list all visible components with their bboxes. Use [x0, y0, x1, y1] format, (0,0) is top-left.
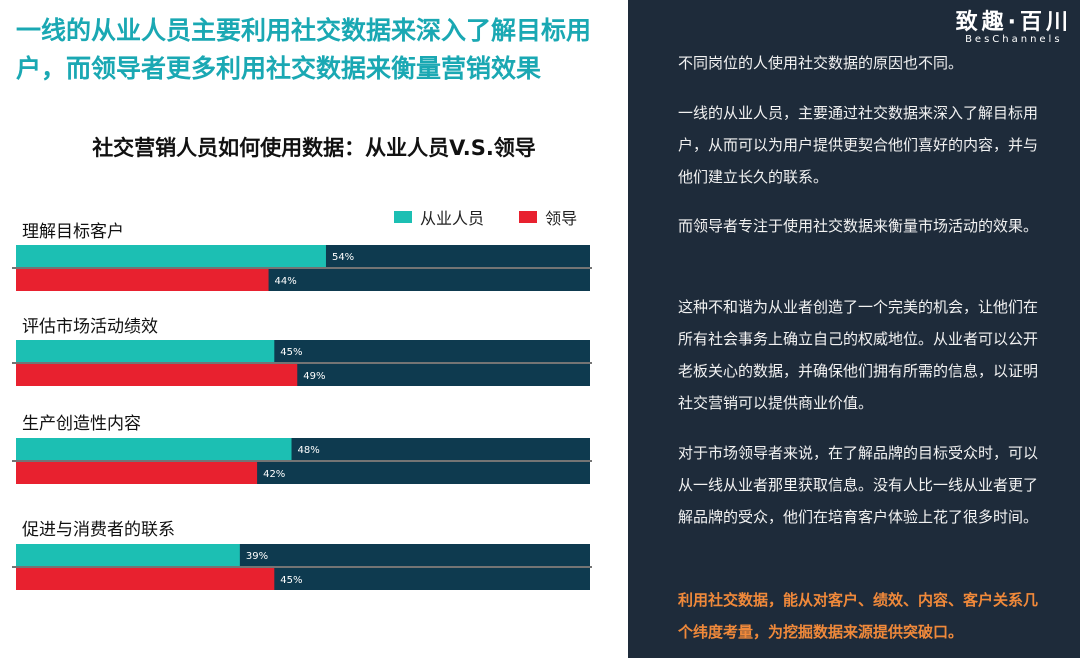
bar-practitioner [16, 438, 292, 460]
chart-title: 社交营销人员如何使用数据：从业人员V.S.领导 [92, 136, 536, 160]
data-label: 54% [332, 252, 354, 263]
brand-tagline: BesChannels [965, 34, 1063, 45]
data-label: 45% [280, 575, 302, 586]
paragraph: 不同岗位的人使用社交数据的原因也不同。 [678, 54, 964, 72]
legend-item-practitioner: 从业人员 [394, 205, 484, 229]
category-label: 生产创造性内容 [22, 414, 141, 434]
brand-name: 致趣·百川 [955, 10, 1072, 35]
bar-leader [16, 568, 275, 590]
category-label: 评估市场活动绩效 [22, 317, 158, 337]
data-label: 45% [280, 347, 302, 358]
chart-panel: 一线的从业人员主要利用社交数据来深入了解目标用户，而领导者更多利用社交数据来衡量… [12, 16, 607, 590]
bar-practitioner [16, 544, 240, 566]
bar-practitioner [16, 340, 275, 362]
brand-logo: 致趣·百川 BesChannels [956, 4, 1072, 45]
legend-swatch-practitioner [394, 211, 412, 223]
paragraph: 而领导者专注于使用社交数据来衡量市场活动的效果。 [678, 217, 1039, 235]
legend-label-practitioner: 从业人员 [420, 209, 485, 228]
category-label: 理解目标客户 [22, 222, 124, 242]
paragraph: 一线的从业人员，主要通过社交数据来深入了解目标用户，从而可以为用户提供更契合他们… [678, 104, 1039, 186]
legend-item-leader: 领导 [519, 205, 577, 229]
headline: 一线的从业人员主要利用社交数据来深入了解目标用户，而领导者更多利用社交数据来衡量… [16, 16, 592, 83]
bar-leader [16, 269, 269, 291]
bar-chart: 54% 44% 45% 49% 48% 42% 39% 45% [12, 245, 592, 590]
bar-leader [16, 462, 258, 484]
legend-swatch-leader [519, 211, 538, 223]
chart-legend: 从业人员 领导 [394, 205, 607, 229]
legend-label-leader: 领导 [545, 209, 578, 228]
paragraph: 对于市场领导者来说，在了解品牌的目标受众时，可以从一线从业者那里获取信息。没有人… [678, 444, 1039, 526]
paragraph: 这种不和谐为从业者创造了一个完美的机会，让他们在所有社会事务上确立自己的权威地位… [678, 298, 1039, 412]
data-label: 39% [246, 551, 268, 562]
category-label: 促进与消费者的联系 [22, 520, 175, 540]
data-label: 42% [263, 469, 285, 480]
bar-leader [16, 364, 298, 386]
data-label: 44% [275, 276, 297, 287]
highlight-paragraph: 利用社交数据，能从对客户、绩效、内容、客户关系几个纬度考量，为挖掘数据来源提供突… [678, 591, 1039, 641]
data-label: 49% [303, 371, 325, 382]
text-panel: 致趣·百川 BesChannels 不同岗位的人使用社交数据的原因也不同。 一线… [628, 0, 1080, 658]
bar-practitioner [16, 245, 326, 267]
data-label: 48% [298, 445, 320, 456]
